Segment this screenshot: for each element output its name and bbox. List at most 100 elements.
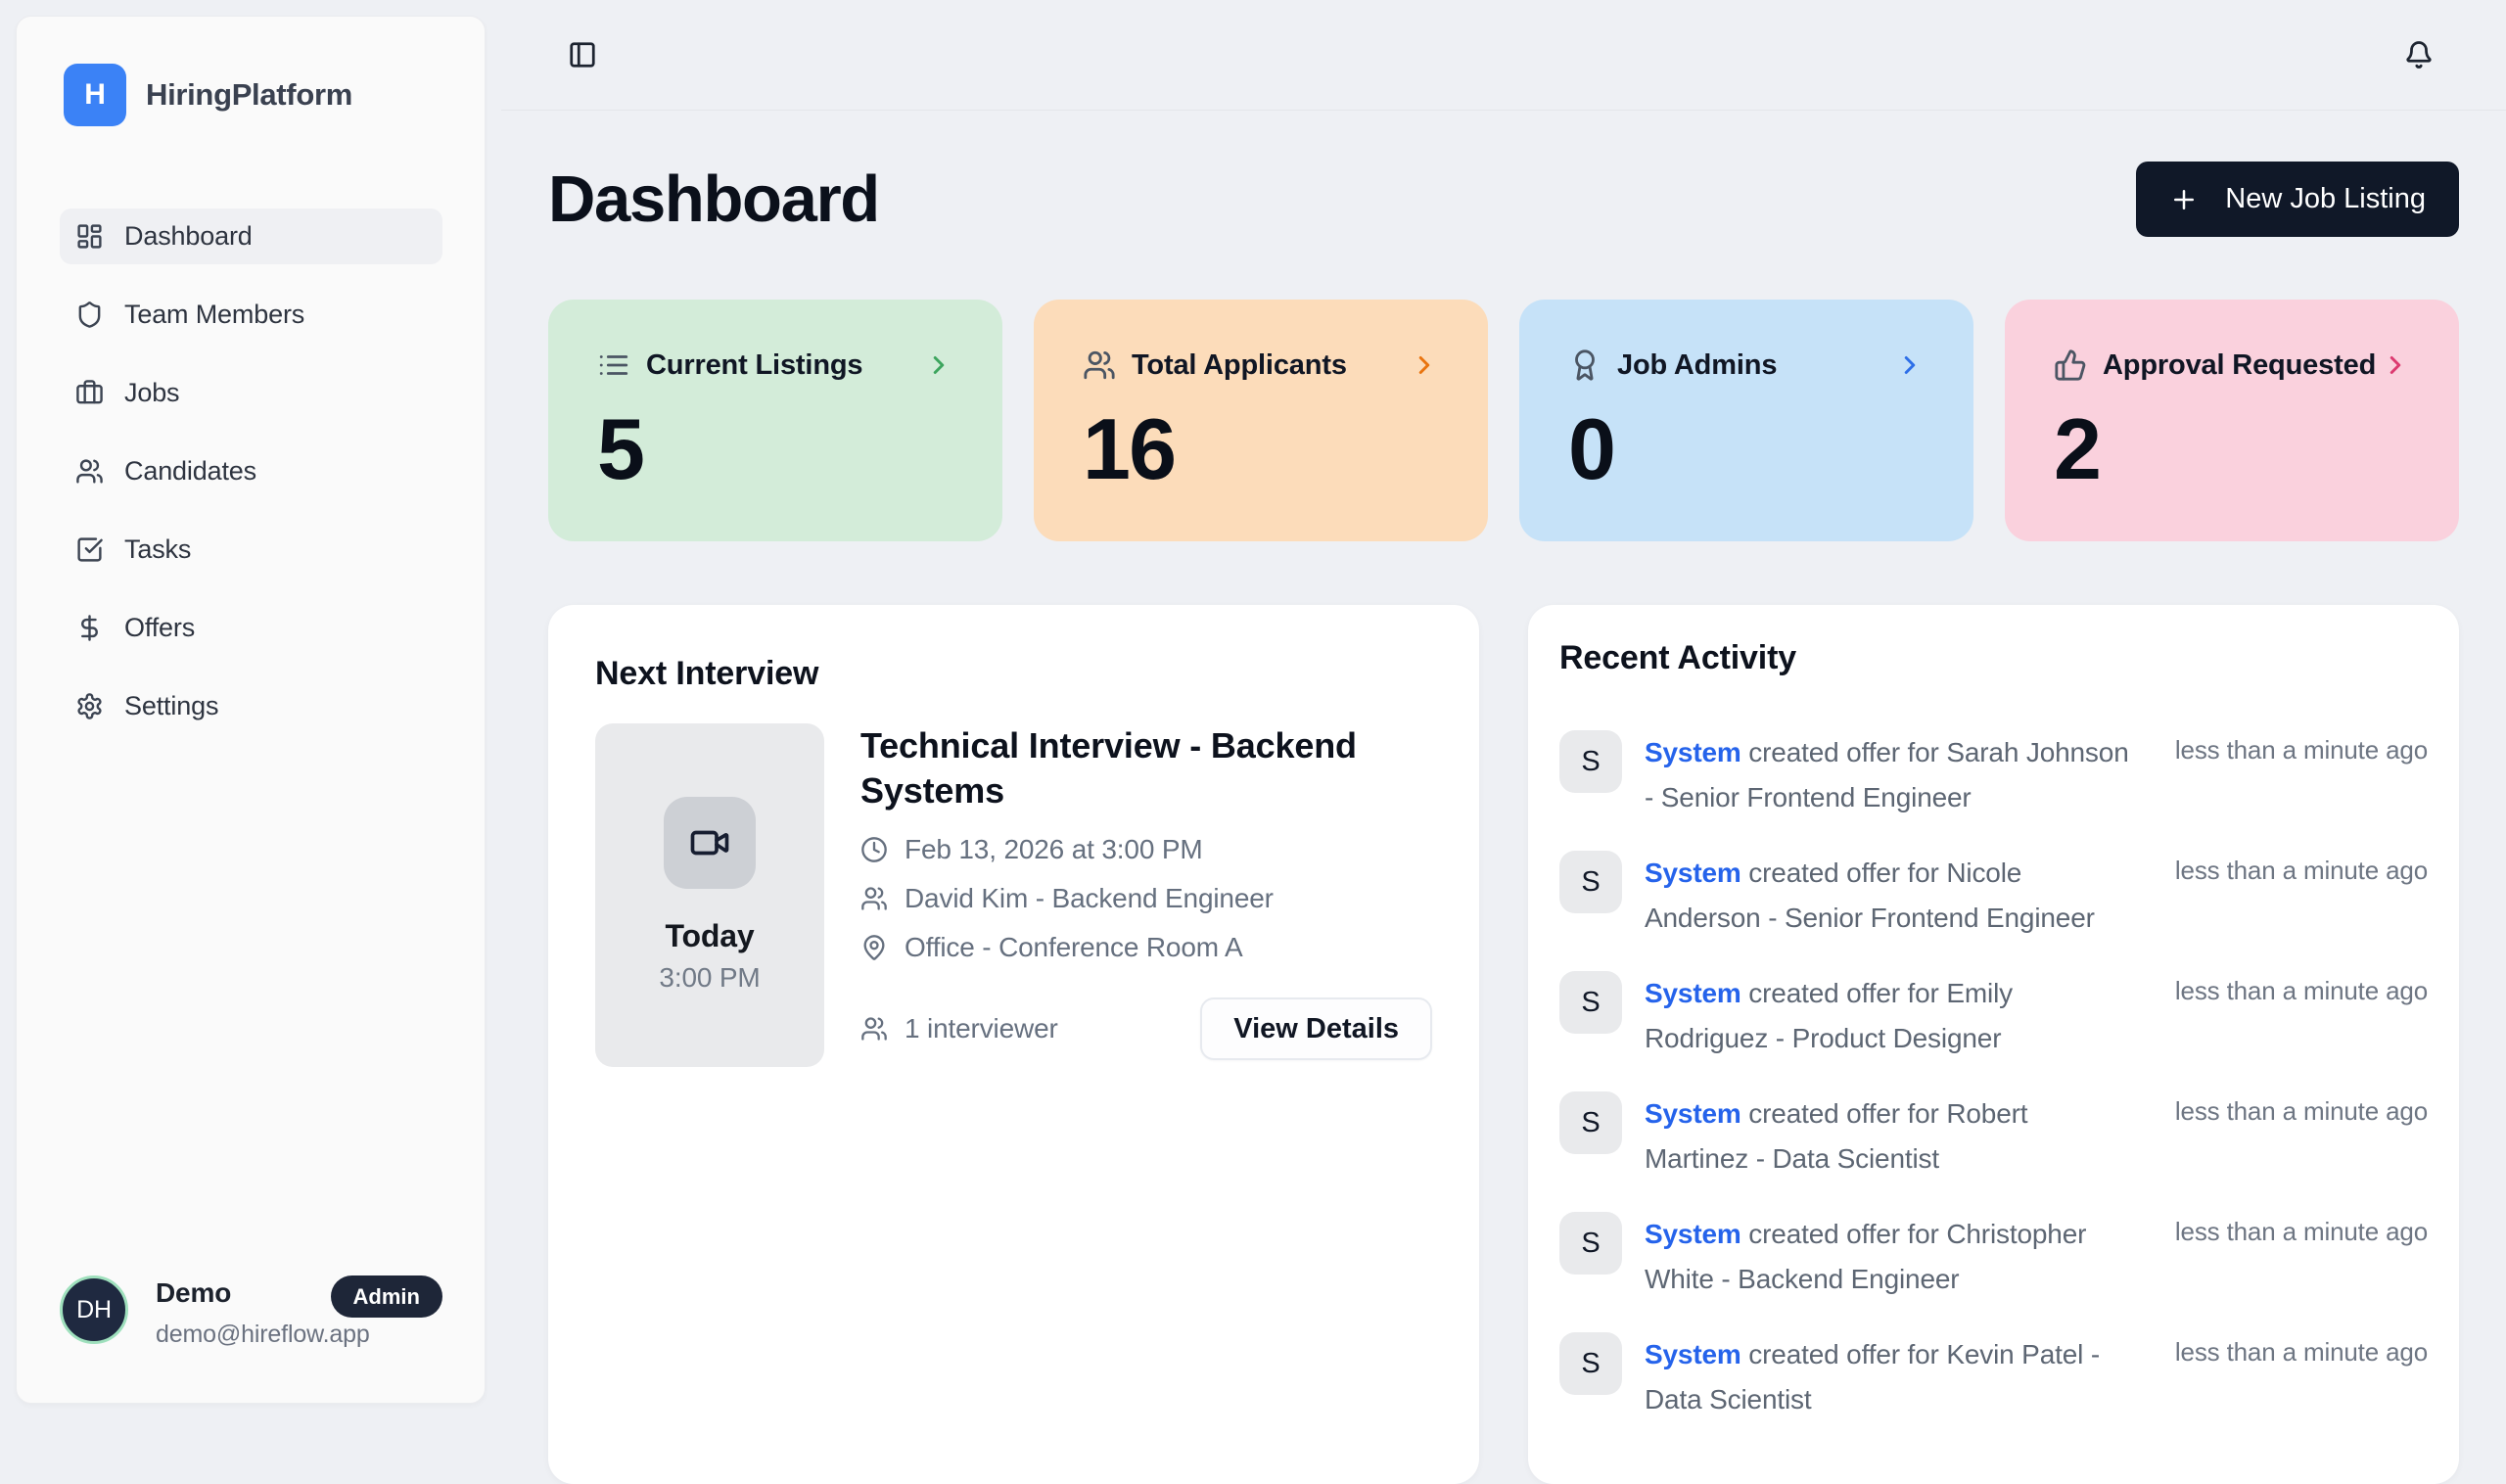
- activity-timestamp: less than a minute ago: [2175, 971, 2428, 1006]
- gear-icon: [75, 692, 104, 720]
- dollar-icon: [75, 614, 104, 642]
- view-details-label: View Details: [1233, 1013, 1399, 1045]
- sidebar-item-settings[interactable]: Settings: [60, 678, 442, 734]
- stat-cards: Current Listings 5 Total Applicants 16 J…: [548, 300, 2459, 541]
- activity-avatar: S: [1559, 1332, 1622, 1395]
- activity-actor: System: [1645, 1339, 1741, 1369]
- user-name: Demo: [156, 1277, 331, 1309]
- activity-item: S System created offer for Kevin Patel -…: [1559, 1332, 2428, 1422]
- interview-time: 3:00 PM: [659, 962, 760, 994]
- sidebar-item-label: Candidates: [124, 456, 256, 487]
- stat-value: 0: [1568, 406, 1925, 492]
- interview-candidate-row: David Kim - Backend Engineer: [860, 874, 1432, 923]
- sidebar-nav: Dashboard Team Members Jobs Candidates T…: [60, 209, 442, 734]
- thumbs-up-icon: [2054, 348, 2087, 382]
- interview-location-row: Office - Conference Room A: [860, 923, 1432, 972]
- sidebar-item-dashboard[interactable]: Dashboard: [60, 209, 442, 264]
- briefcase-icon: [75, 379, 104, 407]
- activity-avatar: S: [1559, 851, 1622, 913]
- bell-icon: [2404, 40, 2434, 70]
- avatar: DH: [60, 1275, 128, 1344]
- list-icon: [597, 348, 630, 382]
- activity-item: S System created offer for Sarah Johnson…: [1559, 730, 2428, 820]
- sidebar-toggle-button[interactable]: [568, 40, 597, 70]
- interview-location: Office - Conference Room A: [905, 932, 1243, 963]
- activity-timestamp: less than a minute ago: [2175, 730, 2428, 765]
- users-icon: [860, 885, 888, 912]
- stat-card-job-admins[interactable]: Job Admins 0: [1519, 300, 1973, 541]
- sidebar-item-candidates[interactable]: Candidates: [60, 443, 442, 499]
- sidebar-item-label: Offers: [124, 613, 195, 643]
- sidebar-item-label: Tasks: [124, 534, 191, 565]
- sidebar-item-label: Dashboard: [124, 221, 253, 252]
- chevron-right-icon: [1410, 350, 1439, 380]
- activity-item: S System created offer for Robert Martin…: [1559, 1091, 2428, 1182]
- plus-icon: [2169, 185, 2199, 214]
- activity-item: S System created offer for Nicole Anders…: [1559, 851, 2428, 941]
- square-check-icon: [75, 535, 104, 564]
- stat-value: 2: [2054, 406, 2410, 492]
- chevron-right-icon: [2381, 350, 2410, 380]
- notifications-button[interactable]: [2404, 40, 2434, 70]
- activity-actor: System: [1645, 737, 1741, 767]
- activity-actor: System: [1645, 978, 1741, 1008]
- role-badge: Admin: [331, 1275, 442, 1318]
- role-badge-label: Admin: [353, 1284, 420, 1310]
- sidebar-item-label: Jobs: [124, 378, 179, 408]
- users-icon: [1083, 348, 1116, 382]
- sidebar-item-tasks[interactable]: Tasks: [60, 522, 442, 578]
- stat-value: 16: [1083, 406, 1439, 492]
- recent-activity-title: Recent Activity: [1559, 636, 2428, 679]
- user-menu[interactable]: DH Demo demo@hireflow.app Admin: [60, 1275, 442, 1349]
- next-interview-title: Next Interview: [595, 652, 1432, 695]
- activity-timestamp: less than a minute ago: [2175, 1332, 2428, 1368]
- sidebar-item-team-members[interactable]: Team Members: [60, 287, 442, 343]
- sidebar-item-offers[interactable]: Offers: [60, 600, 442, 656]
- interview-datetime: Feb 13, 2026 at 3:00 PM: [905, 834, 1203, 865]
- activity-timestamp: less than a minute ago: [2175, 1091, 2428, 1127]
- dashboard-content: Dashboard New Job Listing Current Listin…: [501, 111, 2506, 1484]
- avatar-initials: DH: [76, 1296, 112, 1324]
- interview-interviewers-row: 1 interviewer: [860, 1013, 1058, 1044]
- main-area: Dashboard New Job Listing Current Listin…: [501, 0, 2506, 1410]
- next-interview-panel: Next Interview Today 3:00 PM Technical I…: [548, 605, 1479, 1484]
- layout-dashboard-icon: [75, 222, 104, 251]
- interview-candidate: David Kim - Backend Engineer: [905, 883, 1274, 914]
- interview-datetime-row: Feb 13, 2026 at 3:00 PM: [860, 825, 1432, 874]
- activity-avatar: S: [1559, 971, 1622, 1034]
- brand-logo-letter: H: [84, 78, 106, 112]
- activity-list: S System created offer for Sarah Johnson…: [1559, 730, 2428, 1422]
- page-title: Dashboard: [548, 162, 879, 237]
- interview-day: Today: [665, 918, 754, 954]
- brand-logo: H: [64, 64, 126, 126]
- user-info: Demo demo@hireflow.app: [156, 1275, 331, 1349]
- clock-icon: [860, 836, 888, 863]
- interview-tile: Today 3:00 PM: [595, 723, 824, 1067]
- panel-left-icon: [568, 40, 597, 70]
- stat-value: 5: [597, 406, 953, 492]
- stat-label: Approval Requested: [2103, 349, 2376, 382]
- activity-actor: System: [1645, 858, 1741, 888]
- interview-interviewers: 1 interviewer: [905, 1013, 1058, 1044]
- new-job-listing-button[interactable]: New Job Listing: [2136, 162, 2459, 237]
- stat-card-approval-requested[interactable]: Approval Requested 2: [2005, 300, 2459, 541]
- users-icon: [75, 457, 104, 486]
- activity-timestamp: less than a minute ago: [2175, 851, 2428, 886]
- activity-avatar: S: [1559, 1212, 1622, 1275]
- stat-label: Job Admins: [1617, 349, 1777, 382]
- sidebar-item-label: Settings: [124, 691, 218, 721]
- map-pin-icon: [860, 934, 888, 961]
- activity-actor: System: [1645, 1098, 1741, 1129]
- view-details-button[interactable]: View Details: [1200, 997, 1432, 1060]
- new-job-listing-label: New Job Listing: [2225, 183, 2426, 215]
- activity-actor: System: [1645, 1219, 1741, 1249]
- activity-item: S System created offer for Christopher W…: [1559, 1212, 2428, 1302]
- stat-card-current-listings[interactable]: Current Listings 5: [548, 300, 1002, 541]
- users-icon: [860, 1015, 888, 1043]
- stat-card-total-applicants[interactable]: Total Applicants 16: [1034, 300, 1488, 541]
- brand-name: HiringPlatform: [146, 77, 352, 113]
- activity-timestamp: less than a minute ago: [2175, 1212, 2428, 1247]
- activity-avatar: S: [1559, 730, 1622, 793]
- sidebar-item-jobs[interactable]: Jobs: [60, 365, 442, 421]
- chevron-right-icon: [924, 350, 953, 380]
